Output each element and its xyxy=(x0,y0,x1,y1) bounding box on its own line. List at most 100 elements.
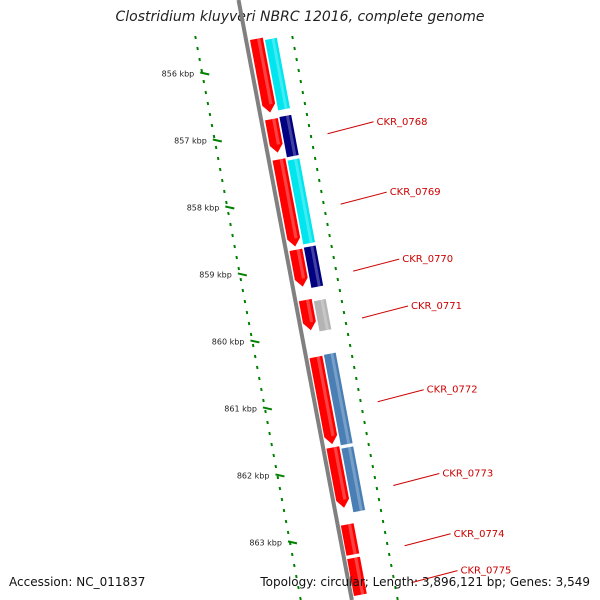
kbp-tick-mark xyxy=(250,339,260,344)
tick-dot xyxy=(305,112,309,117)
gene-forward-bar[interactable] xyxy=(298,298,317,332)
gene-shape xyxy=(323,352,353,446)
gene-label[interactable]: CKR_0774 xyxy=(454,529,505,540)
tick-dot xyxy=(383,530,387,535)
tick-dot xyxy=(218,167,222,172)
gene-highlight xyxy=(271,38,288,110)
gene-reverse-bar[interactable] xyxy=(323,352,353,446)
tick-dot xyxy=(225,200,228,205)
tick-dot xyxy=(375,486,379,491)
tick-dot xyxy=(344,321,348,326)
genome-title: Clostridium kluyveri NBRC 12016, complet… xyxy=(115,9,485,25)
tick-dot xyxy=(307,123,311,128)
tick-dot xyxy=(239,277,243,282)
tick-dot xyxy=(359,398,362,403)
gene-label[interactable]: CKR_0771 xyxy=(411,301,462,312)
tick-dot xyxy=(284,519,288,524)
gene-label[interactable]: CKR_0768 xyxy=(377,117,428,128)
tick-dot xyxy=(286,530,290,535)
tick-dot xyxy=(245,310,249,315)
gene-highlight xyxy=(272,118,281,145)
tick-dot xyxy=(223,189,226,194)
gene-label[interactable]: CKR_0775 xyxy=(460,566,511,577)
kbp-tick-label: 859 kbp xyxy=(199,270,232,279)
gene-reverse-bar[interactable] xyxy=(279,114,299,158)
gene-label[interactable]: CKR_0770 xyxy=(402,254,453,265)
tick-dot xyxy=(324,211,327,216)
tick-dot xyxy=(311,145,315,150)
tick-dot xyxy=(336,277,340,282)
kbp-tick-mark xyxy=(287,540,298,545)
accession-info: Accession: NC_011837 xyxy=(9,575,145,589)
accession-label: Accession: xyxy=(9,575,73,589)
tick-dot xyxy=(212,134,216,139)
tick-dot xyxy=(260,387,263,392)
tick-dot xyxy=(243,299,247,304)
gene-highlight xyxy=(316,356,335,437)
gene-reverse-bar[interactable] xyxy=(265,37,290,111)
gene-shape xyxy=(265,117,283,153)
tick-dot xyxy=(255,365,259,370)
tick-dot xyxy=(235,255,238,260)
tick-dot xyxy=(365,431,368,436)
tick-dot xyxy=(216,156,220,161)
tick-dot xyxy=(348,343,352,348)
gene-shape xyxy=(265,37,290,111)
gene-label-leader xyxy=(353,258,400,272)
gene-highlight xyxy=(354,557,365,595)
tick-dot xyxy=(208,112,212,117)
gene-reverse-bar[interactable] xyxy=(313,299,332,332)
tick-dot xyxy=(309,134,313,139)
gene-forward-bar[interactable] xyxy=(347,556,367,597)
tick-dot xyxy=(274,464,278,469)
tick-dot xyxy=(278,486,282,491)
gene-label-leader xyxy=(411,570,458,584)
gene-shape xyxy=(313,299,332,332)
gene-highlight xyxy=(285,115,297,157)
gene-reverse-bar[interactable] xyxy=(341,446,366,513)
tick-dot xyxy=(299,79,303,84)
gene-label[interactable]: CKR_0773 xyxy=(442,468,493,479)
tick-dot xyxy=(295,57,298,62)
tick-dot xyxy=(293,563,296,568)
gene-label-leader xyxy=(327,121,374,135)
gene-label[interactable]: CKR_0769 xyxy=(390,187,441,198)
kbp-tick-mark xyxy=(275,473,285,478)
kbp-tick-mark xyxy=(225,205,235,210)
kbp-tick-mark xyxy=(200,71,210,76)
left-tick-track xyxy=(194,35,302,600)
gene-label-leader xyxy=(377,389,424,403)
gene-forward-bar[interactable] xyxy=(309,355,339,445)
gene-forward-bar[interactable] xyxy=(265,117,284,154)
tick-dot xyxy=(357,387,360,392)
gene-label[interactable]: CKR_0772 xyxy=(427,385,478,396)
gene-highlight xyxy=(347,446,363,512)
gene-shape xyxy=(347,556,367,597)
gene-shape xyxy=(272,158,301,247)
tick-dot xyxy=(315,167,319,172)
gene-label-leader xyxy=(361,305,409,319)
kbp-tick-mark xyxy=(262,406,273,411)
tick-dot xyxy=(231,233,234,238)
gene-reverse-bar[interactable] xyxy=(287,158,316,245)
tick-dot xyxy=(210,123,214,128)
gene-shape xyxy=(298,298,316,331)
gene-highlight xyxy=(333,446,347,500)
gene-label-leader xyxy=(393,472,440,486)
gene-forward-bar[interactable] xyxy=(326,446,350,509)
gene-forward-bar[interactable] xyxy=(272,158,302,247)
gene-forward-bar[interactable] xyxy=(289,248,309,288)
gene-forward-bar[interactable] xyxy=(250,37,277,114)
tick-dot xyxy=(270,442,273,447)
gene-shape xyxy=(309,355,338,445)
tick-dot xyxy=(301,90,305,95)
tick-dot xyxy=(241,288,245,293)
tick-dot xyxy=(206,101,210,106)
gene-forward-bar[interactable] xyxy=(340,523,360,556)
tick-dot xyxy=(258,376,261,381)
gene-reverse-bar[interactable] xyxy=(303,245,324,288)
kbp-tick-label: 863 kbp xyxy=(249,538,282,547)
gene-highlight xyxy=(296,249,306,279)
